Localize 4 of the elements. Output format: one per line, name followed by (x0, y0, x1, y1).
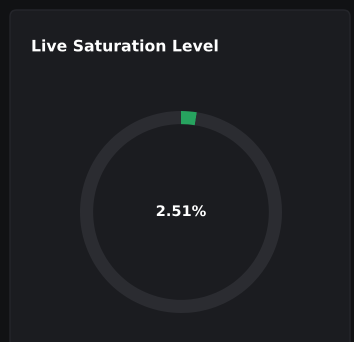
donut-slice (181, 111, 197, 126)
text: 2.51% (156, 205, 206, 216)
donut-slice (80, 111, 282, 313)
chart-title: Live Saturation Level (32, 39, 218, 52)
